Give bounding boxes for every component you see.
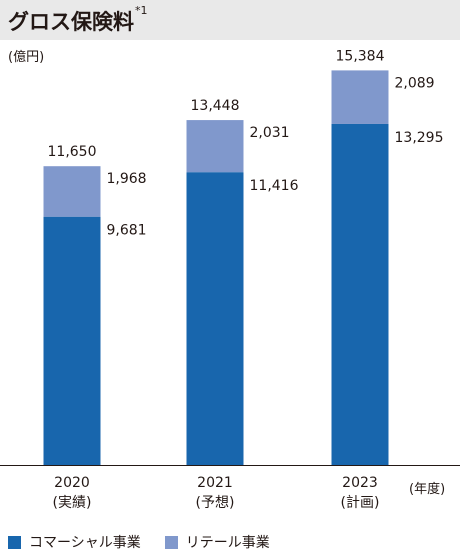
title-bar <box>0 0 460 40</box>
legend-item-commercial: コマーシャル事業 <box>8 532 141 552</box>
commercial-value-label-2023: 13,295 <box>395 130 444 146</box>
total-label-2023: 15,384 <box>336 48 385 64</box>
total-label-2020: 11,650 <box>48 144 97 160</box>
legend-swatch-retail <box>164 535 178 549</box>
retail-value-label-2020: 1,968 <box>107 171 147 187</box>
bar-retail-2021 <box>186 120 244 173</box>
legend-label-commercial: コマーシャル事業 <box>29 535 141 551</box>
commercial-value-label-2020: 9,681 <box>107 223 147 239</box>
legend-swatch-commercial <box>8 535 21 549</box>
total-label-2021: 13,448 <box>191 98 240 114</box>
legend-label-retail: リテール事業 <box>185 535 270 551</box>
bar-commercial-2021 <box>186 172 244 465</box>
x-tick-note-2023: (計画) <box>341 495 380 511</box>
legend: コマーシャル事業 リテール事業 <box>8 532 270 552</box>
x-tick-year-2021: 2021 <box>197 475 233 491</box>
bar-commercial-2020 <box>43 216 101 465</box>
bar-retail-2020 <box>43 166 101 217</box>
y-unit-label: (億円) <box>8 50 45 65</box>
commercial-value-label-2021: 11,416 <box>250 178 299 194</box>
x-tick-note-2021: (予想) <box>196 495 235 511</box>
bar-retail-2023 <box>331 70 389 124</box>
bar-commercial-2023 <box>331 123 389 466</box>
x-tick-note-2020: (実績) <box>53 495 92 511</box>
retail-value-label-2023: 2,089 <box>395 75 435 91</box>
legend-item-retail: リテール事業 <box>164 532 270 552</box>
retail-value-label-2021: 2,031 <box>250 125 290 141</box>
x-tick-year-2023: 2023 <box>342 475 378 491</box>
chart-title-note: *1 <box>135 4 148 17</box>
chart-title-text: グロス保険料 <box>8 10 134 34</box>
x-unit-label: (年度) <box>409 482 446 497</box>
x-tick-year-2020: 2020 <box>54 475 90 491</box>
chart-title: グロス保険料*1 <box>8 4 148 36</box>
